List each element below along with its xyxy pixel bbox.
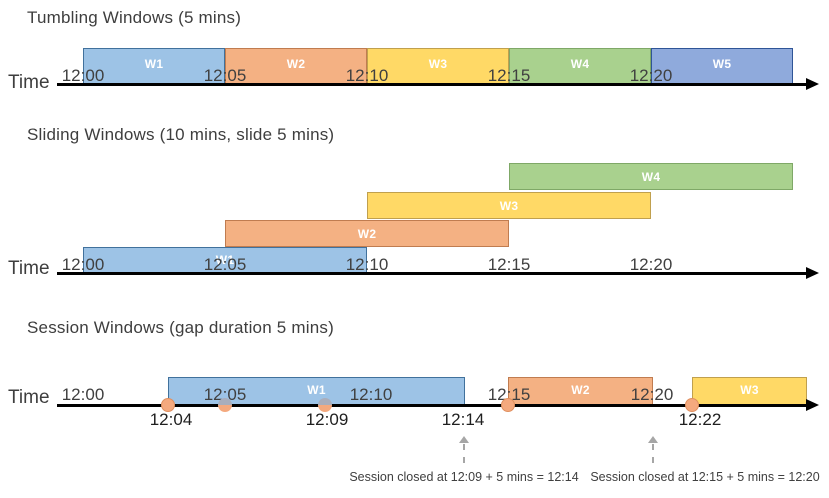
tumbling-tick-1200: 12:00: [61, 66, 105, 85]
tumbling-window-w2: [225, 48, 367, 84]
session-callout-arrow: [652, 444, 654, 463]
session-event-dot: [501, 398, 515, 412]
tumbling-window-label-w3: W3: [428, 57, 448, 71]
session-event-dot: [318, 398, 332, 412]
sliding-window-w3: [367, 192, 651, 219]
session-window-w2: [508, 377, 653, 405]
session-event-time-1214: 12:14: [441, 410, 485, 429]
session-tick-1220: 12:20: [630, 385, 674, 404]
tumbling-tick-1215: 12:15: [487, 66, 531, 85]
session-axis-arrowhead-icon: [806, 399, 819, 411]
section-title-session: Session Windows (gap duration 5 mins): [27, 318, 334, 337]
session-event-time-1204: 12:04: [149, 410, 193, 429]
session-callout-arrowhead-icon: [459, 436, 469, 443]
tumbling-window-label-w5: W5: [712, 57, 732, 71]
section-title-sliding: Sliding Windows (10 mins, slide 5 mins): [27, 125, 335, 144]
session-tick-1210: 12:10: [349, 385, 393, 404]
sliding-window-label-w1: W1: [215, 253, 235, 267]
session-callout-arrow: [463, 444, 465, 463]
sliding-window-w2: [225, 220, 509, 247]
session-window-label-w1: W1: [307, 383, 326, 397]
session-time-axis-label: Time: [8, 387, 50, 408]
session-annotation-1: Session closed at 12:15 + 5 mins = 12:20: [590, 470, 820, 484]
session-window-label-w3: W3: [740, 383, 759, 397]
session-event-dot: [218, 398, 232, 412]
section-title-tumbling: Tumbling Windows (5 mins): [27, 8, 242, 27]
sliding-tick-1200: 12:00: [61, 255, 105, 274]
session-time-axis: [57, 404, 806, 407]
sliding-tick-1215: 12:15: [487, 255, 531, 274]
session-tick-1200: 12:00: [61, 385, 105, 404]
sliding-tick-1220: 12:20: [629, 255, 673, 274]
tumbling-window-w1: [83, 48, 225, 84]
tumbling-tick-1220: 12:20: [629, 66, 673, 85]
session-tick-1215: 12:15: [487, 385, 531, 404]
session-tick-1205: 12:05: [203, 385, 247, 404]
sliding-time-axis: [57, 272, 806, 275]
tumbling-tick-1210: 12:10: [345, 66, 389, 85]
sliding-window-label-w4: W4: [641, 170, 661, 184]
sliding-window-label-w3: W3: [499, 199, 519, 213]
session-callout-arrowhead-icon: [648, 436, 658, 443]
tumbling-time-axis-label: Time: [8, 72, 50, 93]
tumbling-tick-1205: 12:05: [203, 66, 247, 85]
tumbling-window-label-w2: W2: [286, 57, 306, 71]
session-event-dot: [685, 398, 699, 412]
tumbling-window-label-w4: W4: [570, 57, 590, 71]
session-event-dot: [161, 398, 175, 412]
sliding-tick-1210: 12:10: [345, 255, 389, 274]
tumbling-window-label-w1: W1: [144, 57, 164, 71]
session-event-time-1209: 12:09: [305, 410, 349, 429]
sliding-time-axis-label: Time: [8, 258, 50, 279]
sliding-axis-arrowhead-icon: [806, 267, 819, 279]
tumbling-axis-arrowhead-icon: [806, 78, 819, 90]
tumbling-window-w4: [509, 48, 651, 84]
sliding-window-w4: [509, 163, 793, 190]
session-event-time-1222: 12:22: [678, 410, 722, 429]
session-window-label-w2: W2: [571, 383, 590, 397]
sliding-window-label-w2: W2: [357, 227, 377, 241]
sliding-tick-1205: 12:05: [203, 255, 247, 274]
sliding-window-w1: [83, 247, 367, 273]
session-annotation-0: Session closed at 12:09 + 5 mins = 12:14: [349, 470, 579, 484]
tumbling-time-axis: [57, 83, 806, 86]
